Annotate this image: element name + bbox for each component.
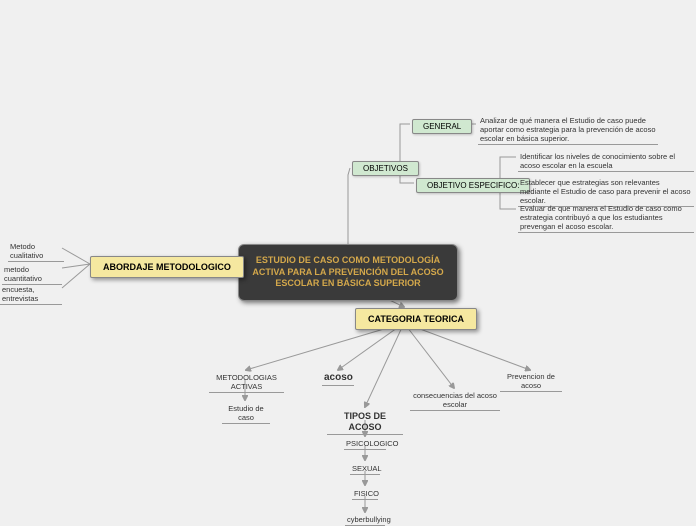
abordaje-item-0: Metodo cualitativo — [8, 241, 64, 262]
objetivos-title: OBJETIVOS — [363, 164, 408, 173]
abordaje-node: ABORDAJE METODOLOGICO — [90, 256, 244, 278]
central-title: ESTUDIO DE CASO COMO METODOLOGÍA ACTIVA … — [252, 255, 443, 288]
general-node: GENERAL — [412, 119, 472, 134]
categoria-title: CATEGORIA TEORICA — [368, 314, 464, 324]
prevencion-node: Prevencion de acoso — [500, 371, 562, 392]
abordaje-item-2: encuesta, entrevistas — [0, 284, 62, 305]
central-node: ESTUDIO DE CASO COMO METODOLOGÍA ACTIVA … — [238, 244, 458, 301]
estudio-caso-node: Estudio de caso — [222, 403, 270, 424]
abordaje-title: ABORDAJE METODOLOGICO — [103, 262, 231, 272]
consecuencias-node: consecuencias del acoso escolar — [410, 390, 500, 411]
general-text: Analizar de qué manera el Estudio de cas… — [478, 115, 658, 145]
categoria-node: CATEGORIA TEORICA — [355, 308, 477, 330]
especifico-node: OBJETIVO ESPECIFICO: — [416, 178, 530, 193]
general-label: GENERAL — [423, 122, 461, 131]
tipos-node: TIPOS DE ACOSO — [327, 410, 403, 435]
tipos-child-3: cyberbullying — [345, 514, 385, 526]
especifico-item-0: Identificar los niveles de conocimiento … — [518, 151, 694, 172]
especifico-item-2: Evaluar de que manera el Estudio de caso… — [518, 203, 694, 233]
abordaje-item-1: metodo cuantitativo — [2, 264, 62, 285]
objetivos-node: OBJETIVOS — [352, 161, 419, 176]
tipos-child-1: SEXUAL — [350, 463, 380, 475]
acoso-node: acoso — [322, 371, 354, 386]
tipos-child-0: PSICOLOGICO — [344, 438, 386, 450]
metodologias-node: METODOLOGIAS ACTIVAS — [209, 372, 284, 393]
tipos-child-2: FISICO — [352, 488, 378, 500]
especifico-label: OBJETIVO ESPECIFICO: — [427, 181, 519, 190]
